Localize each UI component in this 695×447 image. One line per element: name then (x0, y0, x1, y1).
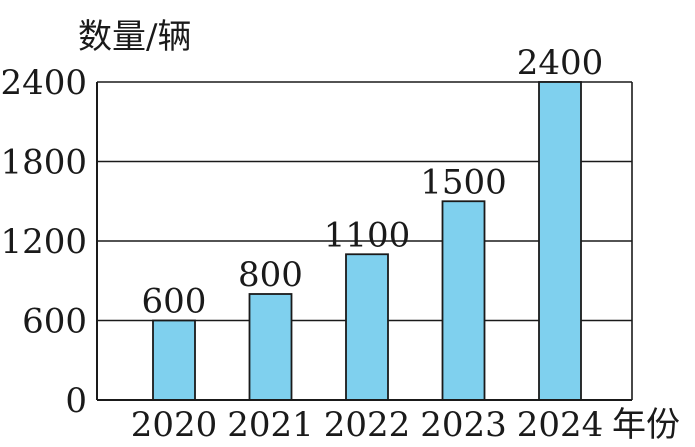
labels: 0 600 1200 1800 2400 600 2020 800 2021 1100 2022 15… (0, 43, 603, 445)
bar-2020 (152, 319, 196, 401)
data-label-2024: 2400 (517, 43, 604, 83)
y-tick-label: 600 (22, 302, 87, 342)
y-tick-label: 1800 (0, 143, 87, 183)
axes (96, 82, 633, 401)
x-tick-label-2023: 2023 (420, 405, 507, 445)
y-tick-label: 2400 (0, 63, 87, 103)
x-tick-label-2021: 2021 (227, 405, 314, 445)
bar-2024 (538, 81, 582, 401)
bar-2022 (345, 253, 389, 401)
data-label-2023: 1500 (420, 162, 507, 202)
data-label-2022: 1100 (324, 215, 411, 255)
x-tick-label-2022: 2022 (324, 405, 411, 445)
y-axis-title: 数量/辆 (78, 17, 191, 57)
x-tick-label-2020: 2020 (131, 405, 218, 445)
data-label-2021: 800 (238, 255, 303, 295)
bar-2023 (441, 200, 486, 401)
y-tick-label: 0 (65, 381, 87, 421)
data-label-2020: 600 (142, 282, 207, 322)
x-tick-label-2024: 2024 (517, 405, 604, 445)
x-axis-title: 年份 (612, 405, 680, 445)
bar-2021 (248, 293, 293, 401)
y-tick-label: 1200 (0, 222, 87, 262)
